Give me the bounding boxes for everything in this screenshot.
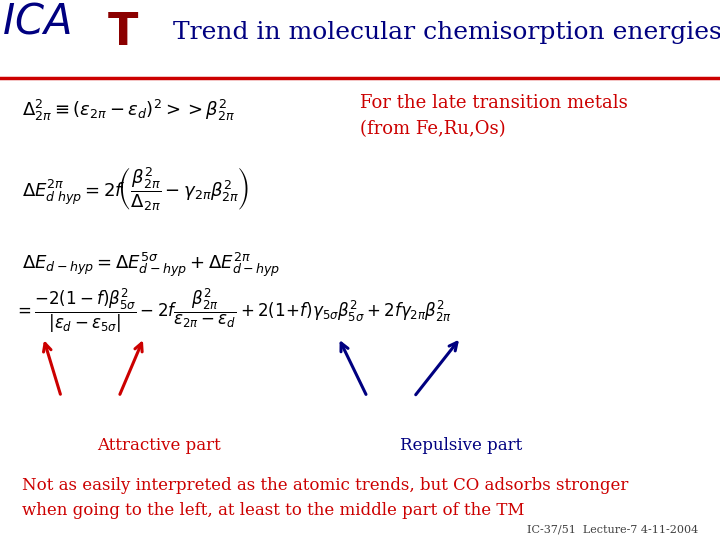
Text: $\Delta E_{d-hyp} = \Delta E^{5\sigma}_{d-hyp} + \Delta E^{2\pi}_{d-hyp}$: $\Delta E_{d-hyp} = \Delta E^{5\sigma}_{…	[22, 251, 280, 279]
Text: $\mathit{ICA}$: $\mathit{ICA}$	[2, 1, 71, 43]
Text: $= \dfrac{-2(1-f)\beta^2_{5\sigma}}{|\varepsilon_d - \varepsilon_{5\sigma}|} - 2: $= \dfrac{-2(1-f)\beta^2_{5\sigma}}{|\va…	[14, 286, 452, 335]
Text: when going to the left, at least to the middle part of the TM: when going to the left, at least to the …	[22, 502, 524, 519]
Text: For the late transition metals
(from Fe,Ru,Os): For the late transition metals (from Fe,…	[360, 94, 628, 138]
Text: $\Delta^2_{2\pi} \equiv (\varepsilon_{2\pi} - \varepsilon_d)^2 >> \beta^2_{2\pi}: $\Delta^2_{2\pi} \equiv (\varepsilon_{2\…	[22, 98, 235, 123]
Text: Repulsive part: Repulsive part	[400, 437, 522, 454]
Text: $\Delta E^{2\pi}_{d\;hyp} = 2f\!\left(\dfrac{\beta^2_{2\pi}}{\Delta_{2\pi}} - \g: $\Delta E^{2\pi}_{d\;hyp} = 2f\!\left(\d…	[22, 165, 249, 213]
Text: Not as easily interpreted as the atomic trends, but CO adsorbs stronger: Not as easily interpreted as the atomic …	[22, 477, 628, 495]
Text: IC-37/51  Lecture-7 4-11-2004: IC-37/51 Lecture-7 4-11-2004	[527, 524, 698, 535]
Text: $\mathbf{T}$: $\mathbf{T}$	[107, 11, 139, 54]
Text: Attractive part: Attractive part	[97, 437, 221, 454]
Text: Trend in molecular chemisorption energies: Trend in molecular chemisorption energie…	[173, 21, 720, 44]
